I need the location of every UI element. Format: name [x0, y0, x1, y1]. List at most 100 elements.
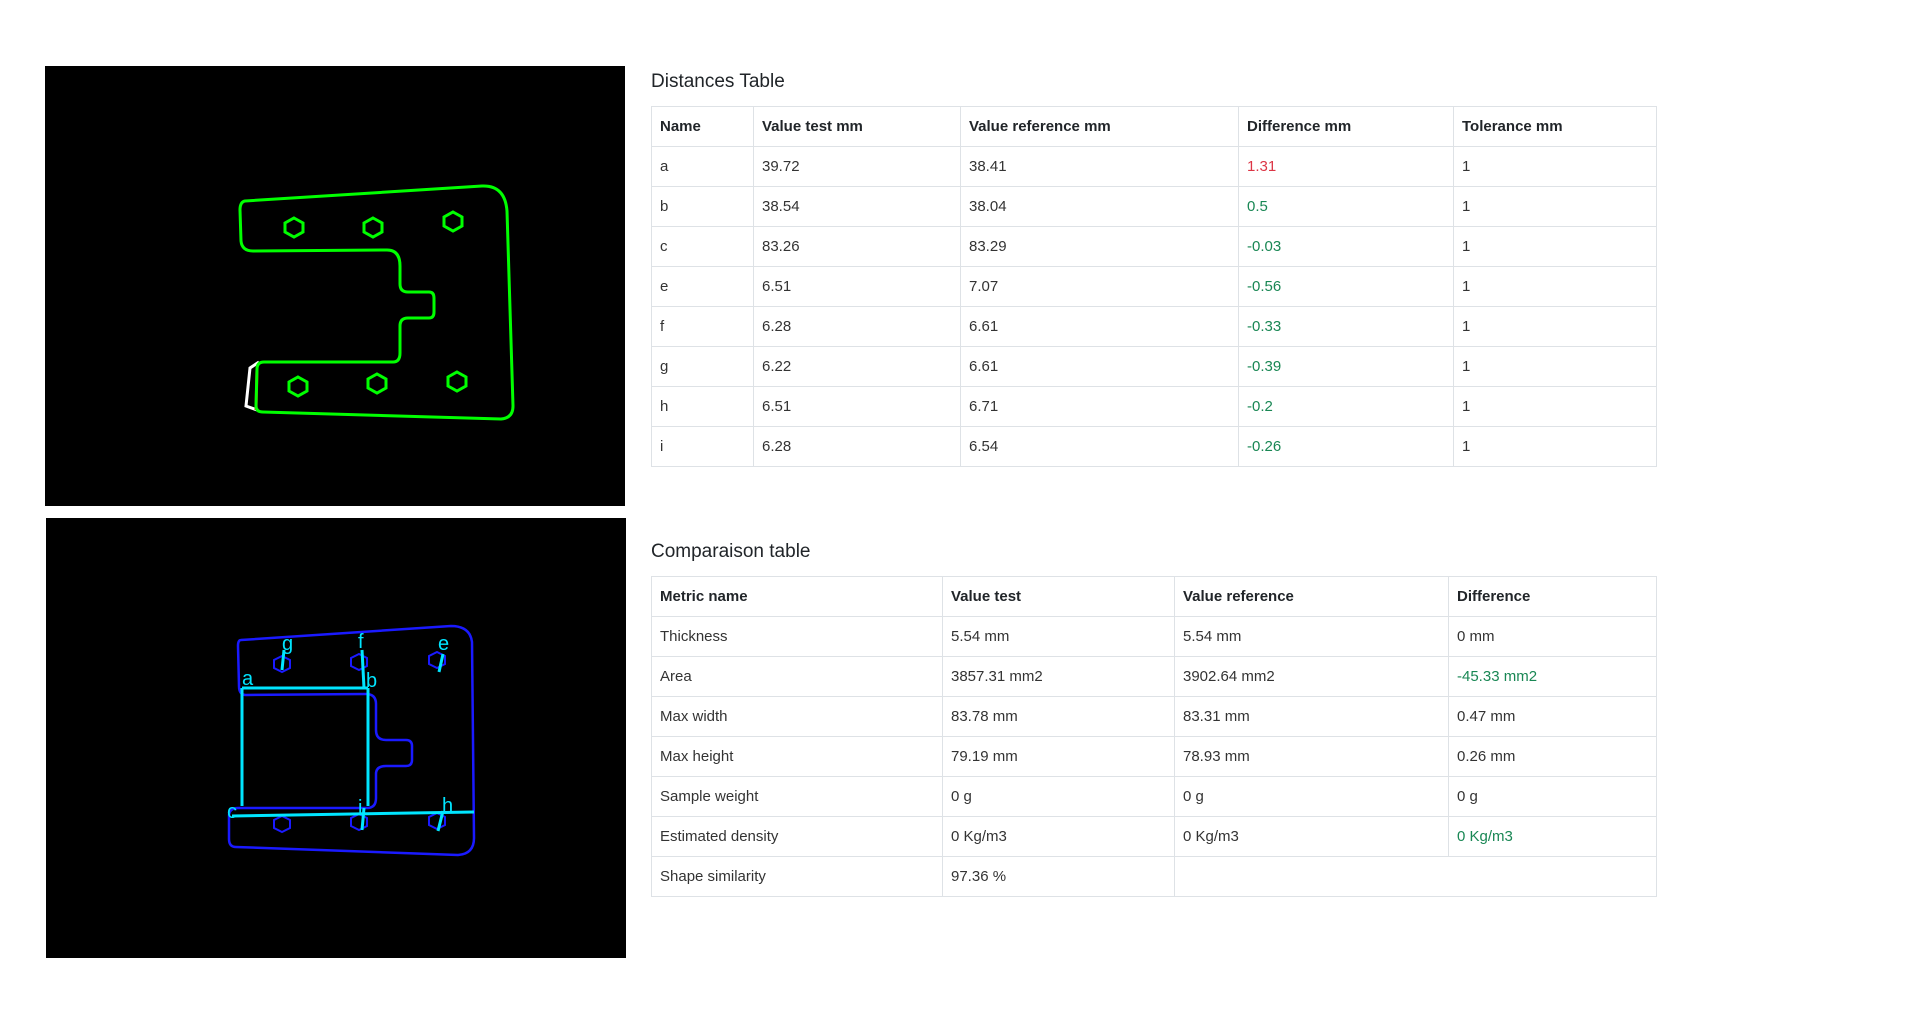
cell-difference: -0.56: [1238, 266, 1454, 307]
cell-value-test: 83.26: [753, 226, 961, 267]
header-name: Name: [651, 106, 754, 147]
measurement-labels: g f e a b c i h: [227, 631, 453, 823]
cell-difference: 0 g: [1448, 776, 1657, 817]
hole-outline-4: [273, 814, 291, 834]
cell-tolerance: 1: [1453, 146, 1657, 187]
comparison-header-row: Metric name Value test Value reference D…: [651, 576, 1657, 617]
cell-tolerance: 1: [1453, 426, 1657, 467]
distances-title: Distances Table: [651, 71, 785, 92]
cell-value-reference: 38.04: [960, 186, 1239, 227]
table-row: Estimated density 0 Kg/m3 0 Kg/m3 0 Kg/m3: [651, 816, 1657, 857]
hole-5: [366, 372, 388, 395]
cell-tolerance: 1: [1453, 306, 1657, 347]
reference-contour: [244, 360, 260, 412]
header-tolerance: Tolerance mm: [1453, 106, 1657, 147]
hole-outline-1: [273, 654, 291, 674]
cell-value-reference: 78.93 mm: [1174, 736, 1449, 777]
table-row: e 6.51 7.07 -0.56 1: [651, 266, 1657, 307]
cell-value-reference: 6.61: [960, 306, 1239, 347]
cell-value-test: 6.51: [753, 266, 961, 307]
cell-tolerance: 1: [1453, 226, 1657, 267]
cell-metric-name: Shape similarity: [651, 856, 943, 897]
cell-value-test: 0 g: [942, 776, 1175, 817]
table-row: Area 3857.31 mm2 3902.64 mm2 -45.33 mm2: [651, 656, 1657, 697]
measure-e: [437, 653, 445, 673]
cell-metric-name: Estimated density: [651, 816, 943, 857]
cell-value-test: 6.28: [753, 426, 961, 467]
cell-difference: -0.03: [1238, 226, 1454, 267]
cell-metric-name: Sample weight: [651, 776, 943, 817]
cell-merged-empty: [1174, 856, 1657, 897]
header-difference: Difference: [1448, 576, 1657, 617]
hole-2: [362, 216, 384, 239]
cell-value-reference: 6.61: [960, 346, 1239, 387]
test-contour: [238, 184, 515, 421]
label-f: f: [358, 631, 364, 653]
cell-difference: -0.2: [1238, 386, 1454, 427]
cell-value-test: 97.36 %: [942, 856, 1175, 897]
cell-difference: -0.26: [1238, 426, 1454, 467]
label-c: c: [227, 801, 237, 823]
table-row: Thickness 5.54 mm 5.54 mm 0 mm: [651, 616, 1657, 657]
comparison-section: Comparaison table Metric name Value test…: [651, 540, 1657, 897]
cell-value-test: 5.54 mm: [942, 616, 1175, 657]
hole-1: [283, 216, 305, 239]
table-row: a 39.72 38.41 1.31 1: [651, 146, 1657, 187]
hole-6: [446, 370, 468, 393]
cell-name: a: [651, 146, 754, 187]
holes-test: [283, 210, 468, 398]
cell-difference: 1.31: [1238, 146, 1454, 187]
cell-value-test: 39.72: [753, 146, 961, 187]
cell-tolerance: 1: [1453, 266, 1657, 307]
label-i: i: [358, 797, 362, 819]
cell-name: e: [651, 266, 754, 307]
hole-outline-5: [350, 812, 368, 832]
table-row: f 6.28 6.61 -0.33 1: [651, 306, 1657, 347]
label-h: h: [442, 795, 453, 817]
part-outline: [227, 624, 476, 857]
hole-4: [287, 375, 309, 398]
cell-name: h: [651, 386, 754, 427]
comparison-body: Thickness 5.54 mm 5.54 mm 0 mm Area 3857.31 m…: [651, 616, 1657, 897]
cell-value-test: 6.22: [753, 346, 961, 387]
label-a: a: [242, 668, 254, 690]
cell-tolerance: 1: [1453, 386, 1657, 427]
cell-metric-name: Max width: [651, 696, 943, 737]
header-difference: Difference mm: [1238, 106, 1454, 147]
header-metric-name: Metric name: [651, 576, 943, 617]
cell-value-reference: 6.54: [960, 426, 1239, 467]
table-row: Max height 79.19 mm 78.93 mm 0.26 mm: [651, 736, 1657, 777]
cell-name: g: [651, 346, 754, 387]
cell-tolerance: 1: [1453, 346, 1657, 387]
cell-value-reference: 3902.64 mm2: [1174, 656, 1449, 697]
cell-value-test: 6.28: [753, 306, 961, 347]
cell-difference: 0 mm: [1448, 616, 1657, 657]
hole-3: [442, 210, 464, 233]
table-row: g 6.22 6.61 -0.39 1: [651, 346, 1657, 387]
cell-metric-name: Max height: [651, 736, 943, 777]
header-value-test: Value test: [942, 576, 1175, 617]
cell-value-reference: 6.71: [960, 386, 1239, 427]
header-value-reference: Value reference mm: [960, 106, 1239, 147]
measurement-overlay-svg: g f e a b c i h: [227, 624, 476, 857]
cell-value-reference: 7.07: [960, 266, 1239, 307]
contour-overlay-svg: [238, 184, 515, 421]
holes-outline: [273, 650, 446, 834]
cell-difference: -0.33: [1238, 306, 1454, 347]
cell-value-test: 0 Kg/m3: [942, 816, 1175, 857]
cell-tolerance: 1: [1453, 186, 1657, 227]
cell-name: i: [651, 426, 754, 467]
header-value-reference: Value reference: [1174, 576, 1449, 617]
measure-f: [360, 649, 366, 689]
distances-body: a 39.72 38.41 1.31 1 b 38.54 38.04 0.5 1 c 83.26 83.…: [651, 146, 1657, 467]
distances-section: Distances Table Name Value test mm Value…: [651, 70, 1657, 467]
contour-overlay-image: [45, 66, 625, 506]
table-row: i 6.28 6.54 -0.26 1: [651, 426, 1657, 467]
table-row: h 6.51 6.71 -0.2 1: [651, 386, 1657, 427]
cell-value-test: 83.78 mm: [942, 696, 1175, 737]
cell-value-reference: 0 g: [1174, 776, 1449, 817]
cell-difference: 0.26 mm: [1448, 736, 1657, 777]
measure-i: [360, 807, 366, 831]
